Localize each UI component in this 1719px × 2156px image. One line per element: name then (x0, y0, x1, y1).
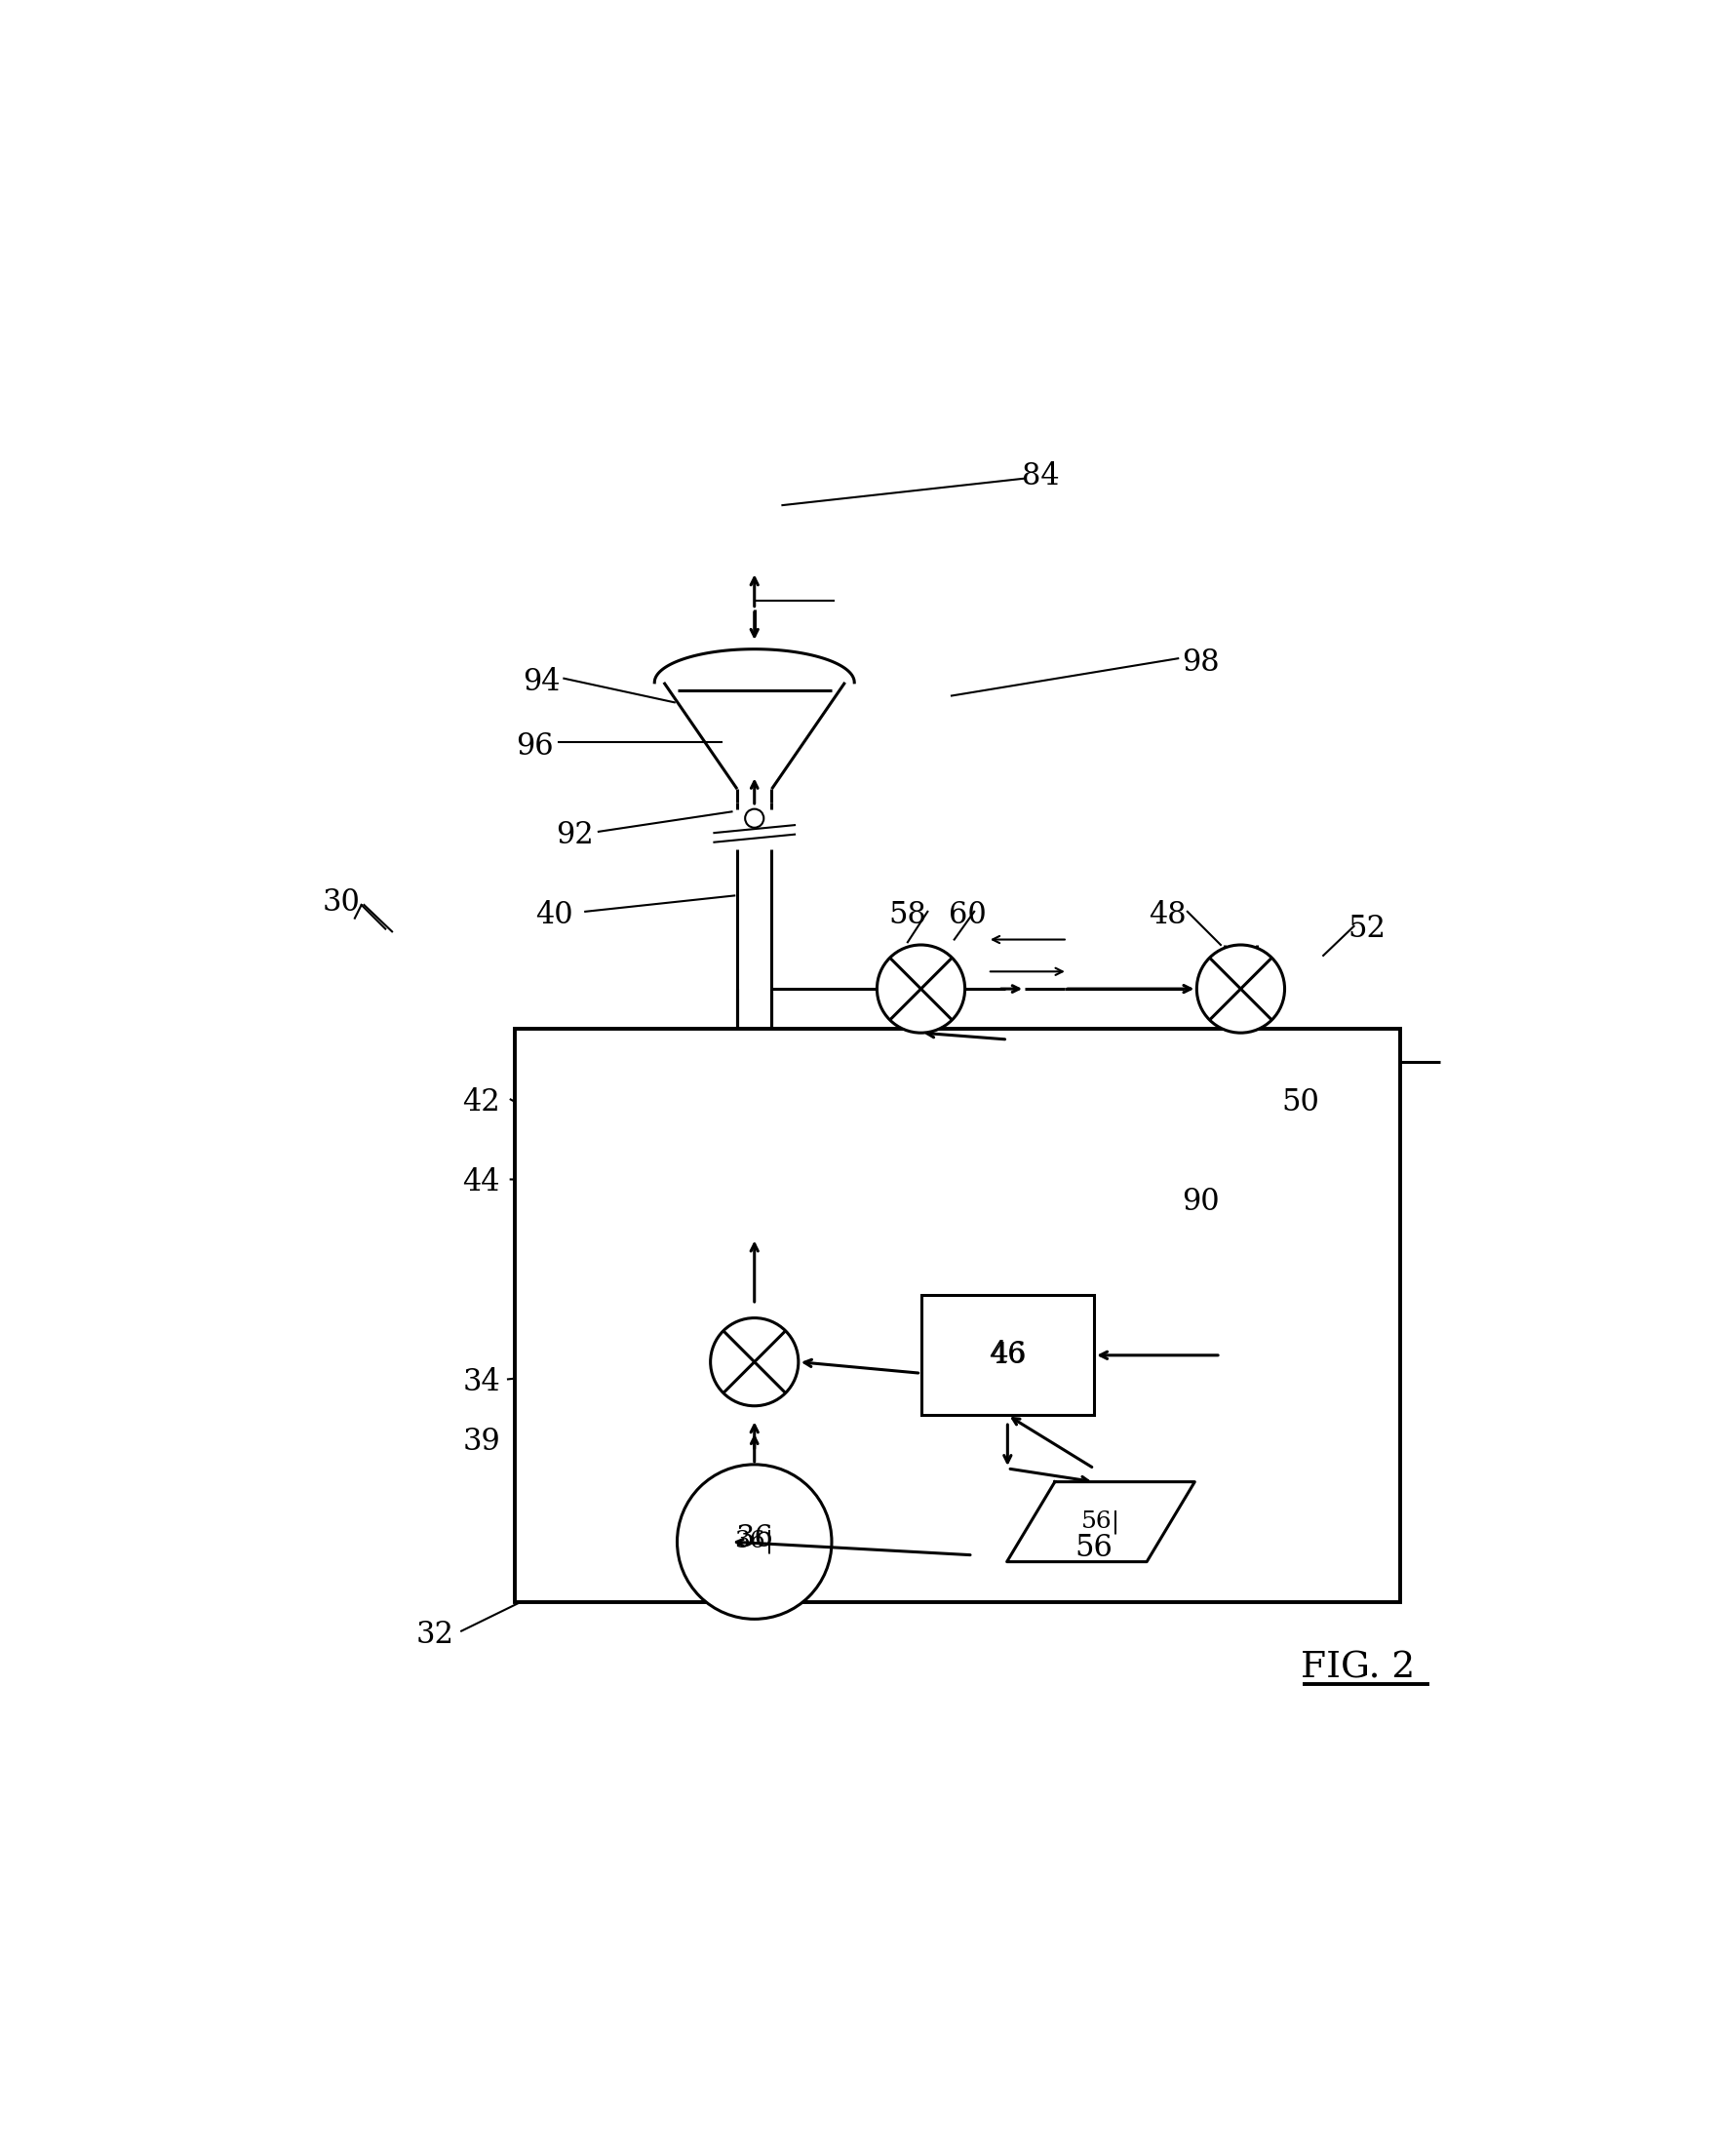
Circle shape (877, 944, 964, 1033)
Text: 56: 56 (1074, 1533, 1114, 1563)
Text: 32: 32 (416, 1619, 454, 1649)
Bar (921, 1296, 1095, 1414)
Text: 46: 46 (988, 1341, 1026, 1371)
Text: 84: 84 (1023, 461, 1059, 492)
Text: FIG. 2: FIG. 2 (1301, 1651, 1415, 1686)
Circle shape (1196, 944, 1284, 1033)
Text: 42: 42 (462, 1087, 500, 1117)
Text: 58: 58 (889, 901, 927, 931)
Text: 34: 34 (462, 1367, 500, 1397)
Polygon shape (1007, 1481, 1195, 1561)
Text: 36: 36 (736, 1522, 774, 1552)
Text: 44: 44 (462, 1166, 500, 1197)
Text: 48: 48 (1148, 901, 1186, 931)
Text: 40: 40 (536, 901, 574, 931)
Circle shape (744, 808, 763, 828)
Bar (514, 1028, 1401, 1602)
Text: 39: 39 (462, 1427, 500, 1457)
Text: 60: 60 (949, 901, 987, 931)
Text: 36|: 36| (734, 1531, 774, 1554)
Circle shape (677, 1464, 832, 1619)
Text: 56|: 56| (1081, 1509, 1121, 1533)
Text: 98: 98 (1183, 647, 1219, 677)
Text: 50: 50 (1282, 1087, 1320, 1117)
Circle shape (710, 1317, 798, 1406)
Text: 52: 52 (1348, 914, 1386, 944)
Text: 30: 30 (323, 886, 361, 916)
Text: 92: 92 (555, 821, 593, 852)
Text: 96: 96 (516, 731, 554, 761)
Text: 94: 94 (523, 668, 560, 699)
Text: 90: 90 (1183, 1188, 1219, 1218)
Text: 46: 46 (990, 1341, 1025, 1369)
